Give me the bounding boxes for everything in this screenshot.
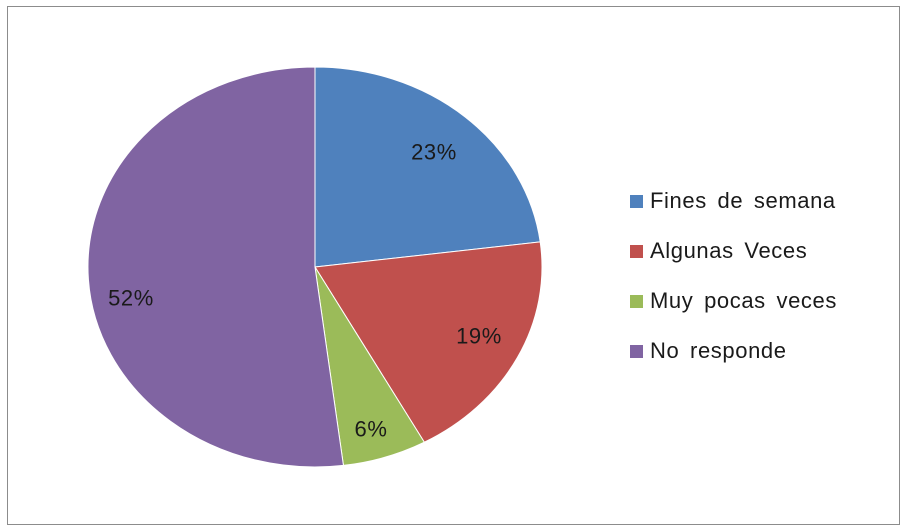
legend-label: No responde	[650, 338, 787, 363]
pie-slice-algunas-veces	[314, 241, 543, 443]
legend-item-fines-de-semana: Fines de semana	[630, 176, 837, 226]
legend-item-algunas-veces: Algunas Veces	[630, 226, 837, 276]
pie-slice-fines-de-semana	[314, 66, 541, 268]
legend-swatch	[630, 244, 643, 258]
legend-label: Fines de semana	[650, 188, 836, 213]
slice-label-fines-de-semana: 23%	[411, 140, 457, 165]
legend-swatch	[630, 344, 643, 358]
chart-legend: Fines de semana Algunas Veces Muy pocas …	[630, 176, 837, 376]
legend-item-muy-pocas-veces: Muy pocas veces	[630, 276, 837, 326]
legend-label: Algunas Veces	[650, 238, 808, 263]
pie-slice-no-responde	[87, 66, 345, 468]
slice-label-algunas-veces: 19%	[456, 324, 502, 349]
pie-slice-labels: 23% 19% 6% 52%	[108, 140, 502, 442]
pie-slices	[87, 66, 543, 468]
legend-label: Muy pocas veces	[650, 288, 837, 313]
slice-label-no-responde: 52%	[108, 286, 154, 311]
legend-item-no-responde: No responde	[630, 326, 837, 376]
legend-swatch	[630, 194, 643, 208]
slice-label-muy-pocas-veces: 6%	[355, 417, 388, 442]
legend-swatch	[630, 294, 643, 308]
